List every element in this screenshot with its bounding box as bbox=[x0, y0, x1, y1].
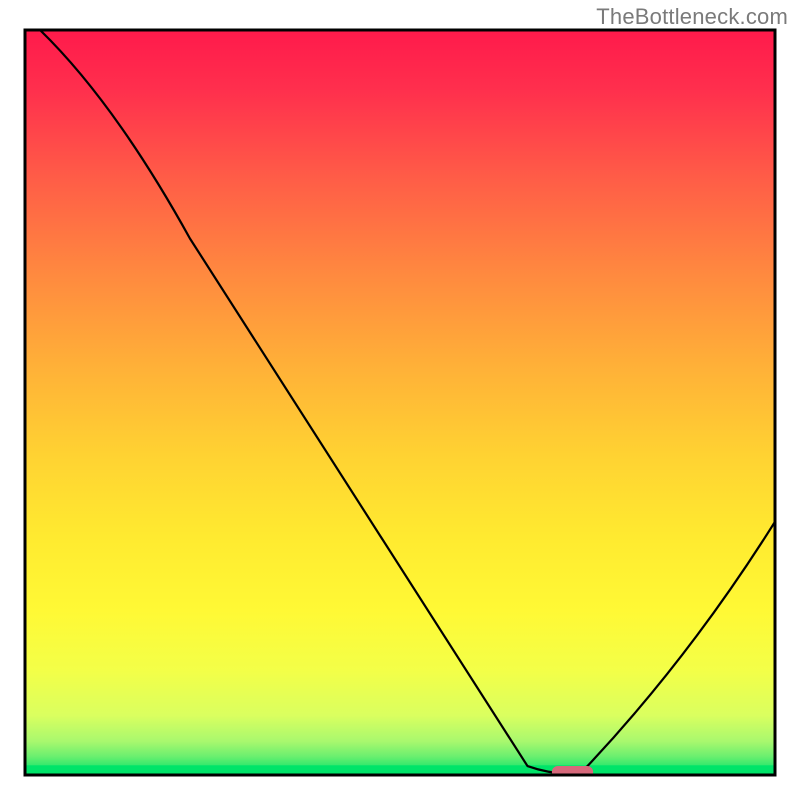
bottleneck-chart bbox=[0, 0, 800, 800]
watermark-text: TheBottleneck.com bbox=[596, 4, 788, 30]
chart-container: TheBottleneck.com bbox=[0, 0, 800, 800]
gradient-background bbox=[25, 30, 775, 775]
